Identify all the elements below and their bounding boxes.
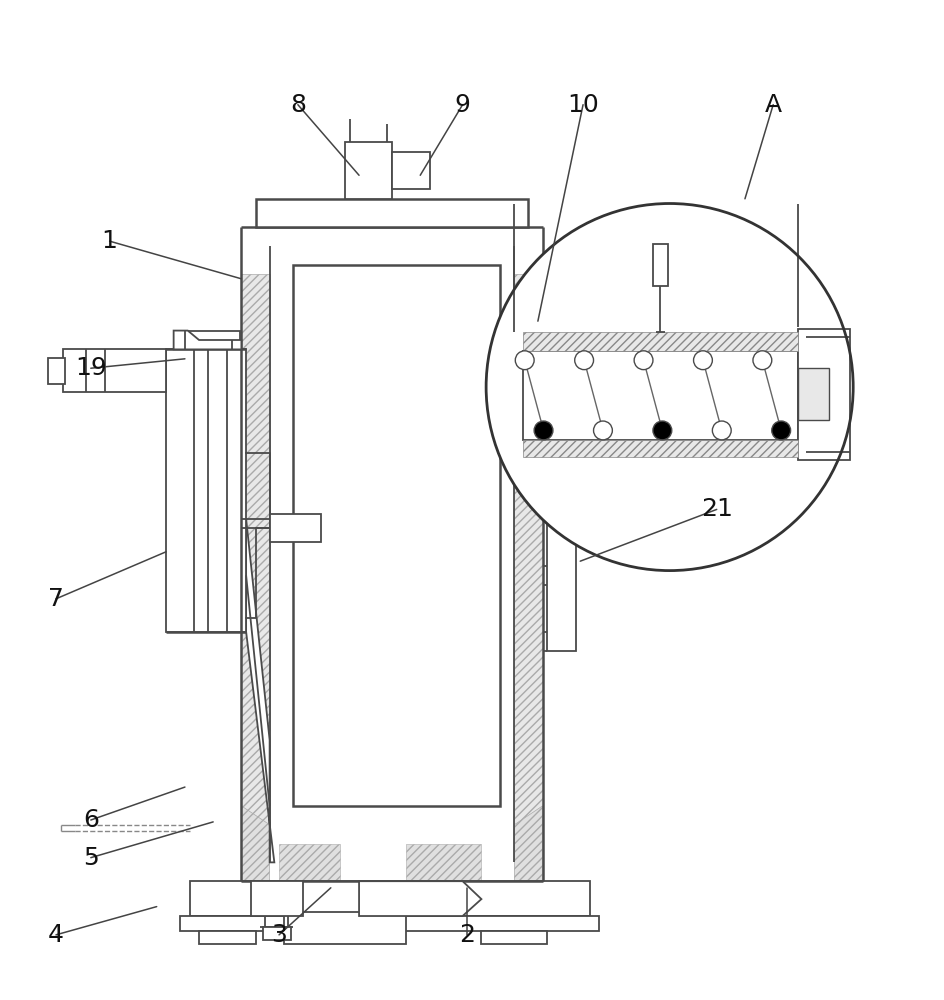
Circle shape — [534, 421, 553, 440]
Bar — [523, 332, 798, 351]
Text: 1: 1 — [102, 229, 118, 253]
Text: 2: 2 — [460, 923, 475, 947]
Bar — [256, 199, 529, 227]
Circle shape — [772, 421, 791, 440]
Circle shape — [515, 351, 534, 370]
Circle shape — [634, 351, 653, 370]
Polygon shape — [406, 844, 481, 881]
Text: 7: 7 — [48, 587, 64, 611]
Text: 19: 19 — [75, 356, 107, 380]
Bar — [548, 448, 576, 651]
Bar — [251, 881, 303, 916]
Polygon shape — [174, 331, 242, 349]
Polygon shape — [242, 806, 270, 881]
Text: 8: 8 — [290, 93, 306, 117]
Bar — [294, 265, 500, 806]
Circle shape — [694, 351, 713, 370]
Polygon shape — [246, 519, 275, 862]
Circle shape — [486, 204, 853, 571]
Bar — [242, 227, 543, 881]
Bar — [242, 274, 270, 834]
Bar — [48, 358, 65, 384]
Polygon shape — [279, 844, 340, 881]
Text: 10: 10 — [567, 93, 598, 117]
Bar — [653, 244, 668, 286]
Text: A: A — [765, 93, 782, 117]
Bar — [798, 329, 850, 460]
Bar — [392, 152, 430, 189]
Polygon shape — [514, 806, 543, 881]
Bar — [180, 916, 599, 931]
Text: 4: 4 — [48, 923, 64, 947]
Bar — [523, 351, 798, 440]
Circle shape — [594, 421, 613, 440]
Text: 5: 5 — [83, 846, 99, 870]
Bar — [174, 331, 240, 349]
Bar — [62, 349, 166, 392]
Polygon shape — [359, 881, 481, 916]
Text: 3: 3 — [271, 923, 287, 947]
Text: 21: 21 — [700, 497, 733, 521]
Bar — [284, 912, 406, 944]
Bar — [166, 349, 246, 632]
Circle shape — [713, 421, 732, 440]
Circle shape — [575, 351, 594, 370]
Circle shape — [753, 351, 772, 370]
Bar — [199, 931, 256, 944]
Bar — [798, 368, 829, 420]
Bar — [190, 881, 590, 916]
Bar — [345, 142, 392, 199]
Text: 9: 9 — [455, 93, 470, 117]
Bar — [523, 440, 798, 457]
Bar — [263, 927, 292, 940]
Bar — [270, 514, 321, 542]
Bar — [514, 274, 543, 834]
Bar — [481, 931, 548, 944]
Text: 6: 6 — [83, 808, 99, 832]
Circle shape — [653, 421, 672, 440]
